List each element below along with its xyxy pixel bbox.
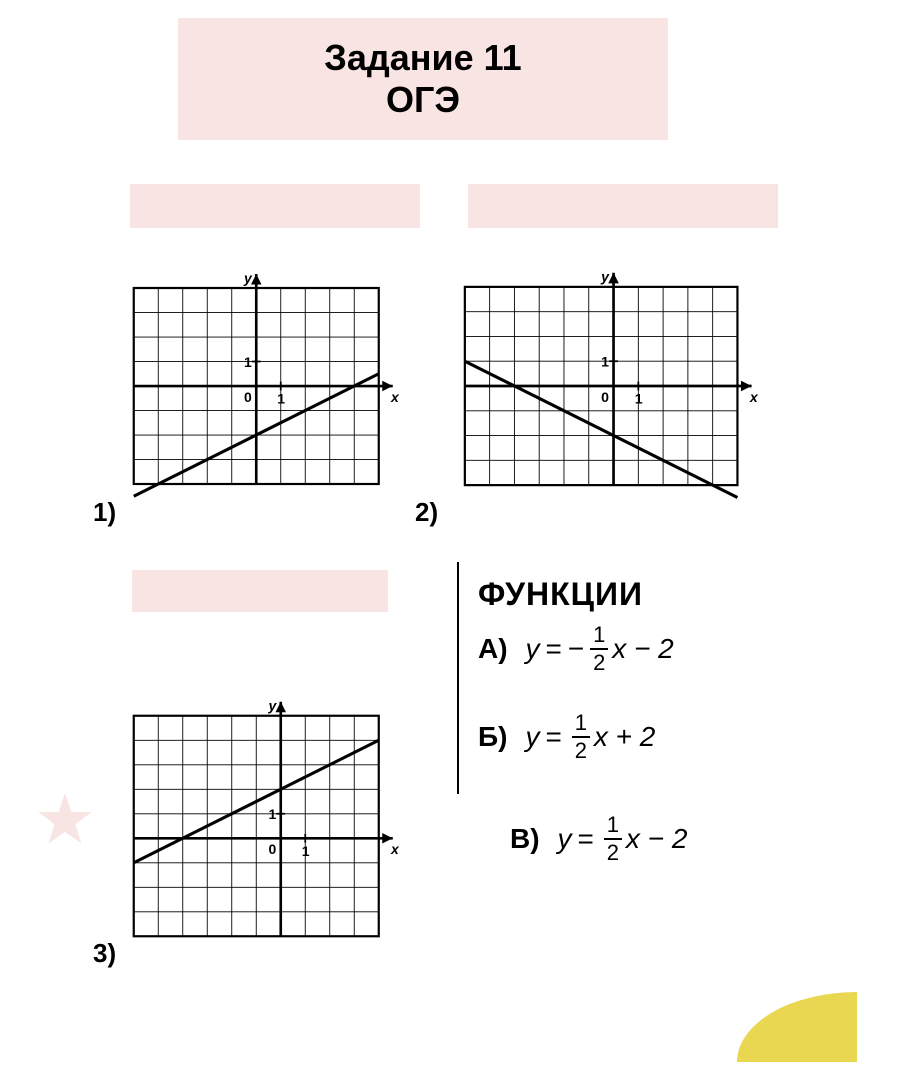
- graph-number-1: 1): [93, 497, 116, 528]
- svg-text:y: y: [600, 270, 610, 286]
- corner-quarter-icon: [737, 992, 857, 1062]
- svg-text:1: 1: [277, 391, 285, 407]
- svg-text:1: 1: [302, 843, 310, 859]
- svg-text:0: 0: [244, 389, 252, 405]
- fraction: 12: [590, 624, 608, 674]
- function-equation: y=12x + 2: [525, 712, 655, 762]
- star-icon: [36, 790, 94, 848]
- function-letter: В): [510, 823, 540, 855]
- function-row-1: А) y=−12x − 2: [478, 624, 674, 674]
- graph-2: y x 0 1 1: [456, 264, 764, 508]
- function-equation: y=−12x − 2: [526, 624, 674, 674]
- graph-3: y x 0 1 1: [125, 690, 405, 962]
- function-row-3: В) y=12x − 2: [510, 814, 687, 864]
- svg-text:y: y: [243, 270, 253, 286]
- graph-number-2: 2): [415, 497, 438, 528]
- svg-text:1: 1: [269, 806, 277, 822]
- function-letter: Б): [478, 721, 507, 753]
- fraction: 12: [572, 712, 590, 762]
- svg-text:1: 1: [244, 354, 252, 370]
- sub-block-2: [468, 184, 778, 228]
- page-title: Задание 11: [324, 37, 521, 79]
- function-letter: А): [478, 633, 508, 665]
- svg-text:0: 0: [269, 841, 277, 857]
- svg-text:x: x: [749, 390, 759, 406]
- vertical-divider: [457, 562, 459, 794]
- sub-block-1: [130, 184, 420, 228]
- functions-title: ФУНКЦИИ: [478, 576, 643, 613]
- fraction: 12: [604, 814, 622, 864]
- sub-block-3: [132, 570, 388, 612]
- page-subtitle: ОГЭ: [386, 79, 460, 121]
- function-equation: y=12x − 2: [558, 814, 688, 864]
- svg-text:1: 1: [635, 392, 643, 408]
- svg-text:y: y: [268, 698, 278, 714]
- graph-1: y x 0 1 1: [125, 264, 405, 508]
- svg-text:1: 1: [601, 355, 609, 371]
- function-row-2: Б) y=12x + 2: [478, 712, 655, 762]
- svg-text:x: x: [390, 389, 400, 405]
- svg-text:0: 0: [601, 390, 609, 406]
- header-block: Задание 11 ОГЭ: [178, 18, 668, 140]
- svg-text:x: x: [390, 841, 400, 857]
- graph-number-3: 3): [93, 938, 116, 969]
